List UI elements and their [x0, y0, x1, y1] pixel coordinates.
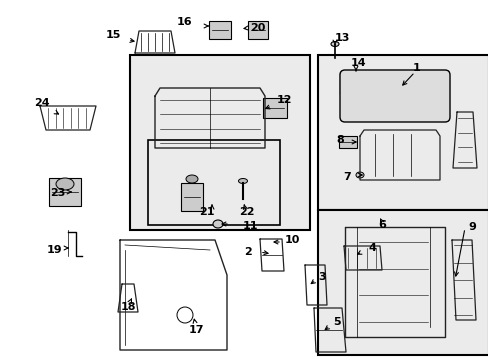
- Bar: [148, 140, 280, 225]
- Text: 21: 21: [199, 207, 214, 217]
- Text: 24: 24: [34, 98, 50, 108]
- Ellipse shape: [185, 175, 198, 183]
- Text: 22: 22: [239, 207, 254, 217]
- Bar: [247, 21, 267, 39]
- FancyBboxPatch shape: [339, 70, 449, 122]
- Text: 9: 9: [467, 222, 475, 232]
- Bar: [317, 55, 488, 210]
- Ellipse shape: [330, 41, 338, 46]
- Bar: [338, 136, 356, 148]
- Bar: [317, 210, 488, 355]
- Bar: [130, 55, 309, 230]
- Text: 7: 7: [343, 172, 350, 182]
- Text: 10: 10: [284, 235, 299, 245]
- Text: 12: 12: [276, 95, 291, 105]
- Text: 11: 11: [242, 221, 257, 231]
- Text: 8: 8: [335, 135, 343, 145]
- Text: 4: 4: [367, 243, 375, 253]
- Bar: [49, 178, 81, 206]
- Text: 1: 1: [412, 63, 420, 73]
- Ellipse shape: [355, 172, 363, 178]
- Text: 20: 20: [250, 23, 265, 33]
- Text: 13: 13: [334, 33, 349, 43]
- Text: 23: 23: [50, 188, 65, 198]
- Ellipse shape: [56, 178, 74, 190]
- Ellipse shape: [238, 179, 247, 184]
- Bar: [181, 183, 203, 211]
- Text: 15: 15: [105, 30, 121, 40]
- Text: 18: 18: [120, 302, 136, 312]
- Text: 3: 3: [318, 272, 325, 282]
- Text: 5: 5: [332, 317, 340, 327]
- Text: 6: 6: [377, 220, 385, 230]
- Bar: [263, 98, 286, 118]
- Bar: [339, 72, 375, 94]
- Text: 16: 16: [177, 17, 192, 27]
- Ellipse shape: [213, 220, 223, 228]
- Text: 17: 17: [188, 325, 203, 335]
- Text: 2: 2: [244, 247, 251, 257]
- Text: 14: 14: [349, 58, 365, 68]
- Text: 19: 19: [47, 245, 62, 255]
- Bar: [208, 21, 230, 39]
